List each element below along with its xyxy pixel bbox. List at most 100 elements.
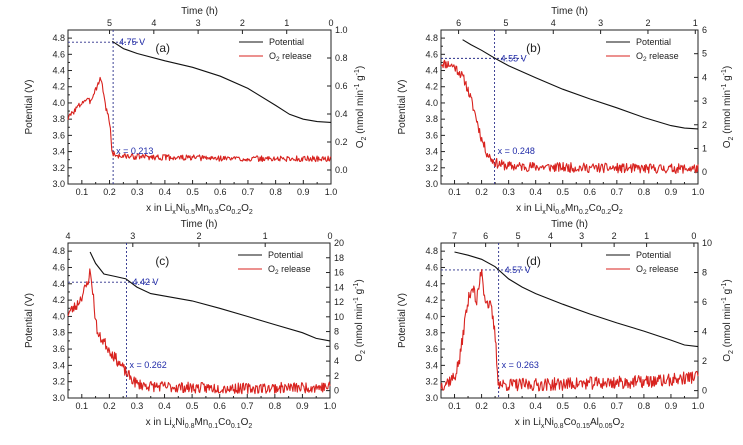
x-tick-label: 0.9 [296,401,309,411]
y-tick-label: 4.8 [52,246,65,256]
y2-tick-label: 0.0 [335,165,348,175]
y2-title-part: g [355,75,366,83]
y2-tick-label: 18 [334,253,344,263]
x-title-part: Ni [175,417,184,428]
top-tick-label: 6 [456,18,461,28]
legend-o2-part: O [269,51,276,61]
x-tick-label: 0.5 [186,401,199,411]
x-title-subscript: 2 [620,423,624,430]
y2-tick-label: 6 [702,297,707,307]
legend-o2-part: O [268,264,275,274]
y2-title-part: (nmol min [355,90,366,137]
x-title-subscript: 0.5 [185,209,195,216]
y2-title-part: 2 [728,350,735,354]
y2-title-part: (nmol min [354,303,365,350]
top-tick-label: 1 [263,231,268,241]
x-axis-title: x in LixNi0.8Mn0.1Co0.1O2 [146,417,253,430]
y2-axis-title: O2 (nmol min-1 g-1) [353,279,367,362]
top-tick-label: 3 [130,231,135,241]
legend-label-o2: O2 release [636,264,679,276]
series-potential [89,251,331,342]
y-axis-title: Potential (V) [397,79,408,134]
y2-tick-label: 6 [702,25,707,35]
x-title-part: Al [590,417,599,428]
y-tick-label: 3.2 [52,377,65,387]
annotation-x: x = 0.213 [116,146,153,156]
y-tick-label: 3.8 [425,328,438,338]
x-title-part: Mn [195,203,209,214]
plot-frame [440,29,699,185]
y2-tick-label: 10 [334,312,344,322]
x-title-subscript: 0.2 [231,209,241,216]
x-title-subscript: 0.8 [554,423,564,430]
panel-c: 0.1 0.2 0.3 0.4 0.5 0.6 0.7 0.8 0.9 1.0 3.0 3.2 3.4 3… [24,219,367,430]
y2-tick-label: 4 [334,356,339,366]
x-axis-title: x in LixNi0.5Mn0.3Co0.2O2 [146,203,253,216]
top-tick-label: 4 [151,18,156,28]
y-tick-label: 4.4 [425,66,438,76]
x-tick-label: 0.7 [242,187,255,197]
y2-tick-label: 4 [702,327,707,337]
plot-frame [440,242,699,399]
y-tick-label: 4.6 [52,49,65,59]
y2-tick-label: 16 [334,268,344,278]
panel-d: 0.1 0.2 0.3 0.4 0.5 0.6 0.7 0.8 0.9 1.0 3.0 3.2 3.4 3… [397,219,735,430]
top-tick-label: 5 [503,18,508,28]
y-tick-label: 3.0 [425,179,438,189]
x-tick-label: 0.5 [556,401,569,411]
x-axis-title: x in LixNi0.6Mn0.2Co0.2O2 [516,203,623,216]
annotation-voltage: 4.42 V [132,277,158,287]
y-tick-label: 3.4 [52,360,65,370]
top-tick-label: 4 [65,231,70,241]
y2-tick-label: 0.2 [335,137,348,147]
x-axis-title: x in LixNi0.8Co0.15Al0.05O2 [515,417,625,430]
x-title-part: O [241,203,249,214]
y2-title-part: ) [354,279,365,282]
y2-tick-label: 3 [702,96,707,106]
y2-tick-label: 14 [334,282,344,292]
top-tick-label: 3 [598,18,603,28]
x-tick-label: 0.5 [556,187,569,197]
x-tick-label: 0.4 [529,401,542,411]
y-tick-label: 4.8 [52,33,65,43]
y-tick-label: 4.0 [425,98,438,108]
x-title-part: Mn [565,203,579,214]
x-tick-label: 0.5 [186,187,199,197]
x-tick-label: 0.6 [214,187,227,197]
x-tick-label: 0.1 [448,187,461,197]
top-tick-label: 4 [548,231,553,241]
y2-title-part: -1 [721,282,728,288]
x-title-subscript: 0.1 [231,423,241,430]
panel-label: (c) [155,254,169,268]
y-tick-label: 4.8 [425,33,438,43]
x-tick-label: 0.7 [611,187,624,197]
y2-title-part: g [354,289,365,297]
top-axis-title: Time (h) [551,219,588,230]
x-tick-label: 1.0 [324,401,337,411]
y2-tick-label: 5 [702,49,707,59]
top-tick-label: 1 [644,231,649,241]
panel-label: (b) [526,41,541,55]
y2-tick-label: 2 [702,120,707,130]
y2-title-part: 2 [361,136,368,140]
plot-frame [67,29,332,185]
annotation-x: x = 0.262 [129,360,166,370]
x-tick-label: 0.3 [131,187,144,197]
y-tick-label: 3.0 [425,393,438,403]
x-title-part: Ni [546,203,555,214]
x-title-subscript: 0.8 [185,423,195,430]
y2-axis-title: O2 (nmol min-1 g-1) [721,279,735,362]
top-tick-label: 2 [645,18,650,28]
x-title-subscript: 0.1 [208,423,218,430]
annotation-voltage: 4.57 V [505,265,531,275]
x-tick-label: 0.3 [502,401,515,411]
legend-o2-part: 2 [643,269,647,276]
y-tick-label: 4.0 [52,311,65,321]
x-tick-label: 0.2 [475,187,488,197]
series-potential [111,40,332,123]
top-tick-label: 1 [284,18,289,28]
y-tick-label: 4.6 [425,262,438,272]
x-tick-label: 0.6 [584,401,597,411]
y2-axis-title: O2 (nmol min-1 g-1) [354,66,368,149]
x-tick-label: 0.4 [159,187,172,197]
